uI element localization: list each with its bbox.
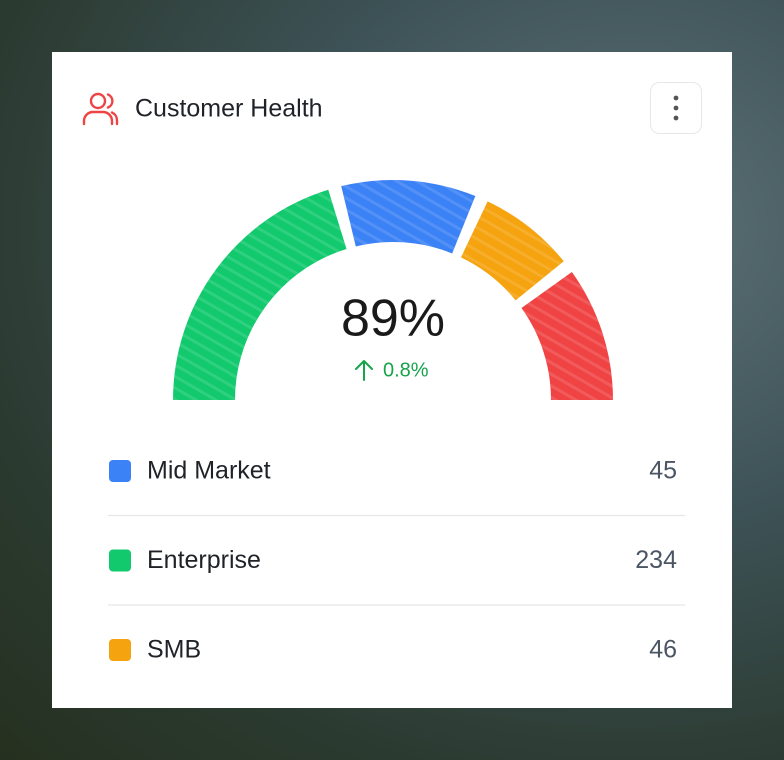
legend-value: 45 <box>649 457 677 485</box>
legend-swatch <box>109 460 131 482</box>
legend-label: Mid Market <box>147 457 271 485</box>
card-title: Customer Health <box>135 95 323 123</box>
gauge-segment-stripes <box>173 189 347 400</box>
gauge-value: 89% <box>341 290 445 348</box>
legend-value: 46 <box>649 636 677 664</box>
users-icon <box>82 92 119 126</box>
legend: Mid Market 45 Enterprise 234 SMB 46 <box>108 457 685 664</box>
legend-value: 234 <box>635 546 677 574</box>
gauge-segment-stripes <box>341 180 476 254</box>
legend-swatch <box>109 549 131 572</box>
card <box>52 52 732 708</box>
gauge-change: 0.8% <box>383 359 429 381</box>
up-arrow-icon <box>355 360 373 381</box>
gauge <box>173 180 613 400</box>
gauge-segment-stripes <box>460 201 564 301</box>
legend-label: SMB <box>147 636 201 664</box>
menu-button[interactable] <box>650 82 702 134</box>
gauge-segment-stripes <box>521 271 613 400</box>
legend-swatch <box>109 639 131 661</box>
legend-label: Enterprise <box>147 546 261 574</box>
